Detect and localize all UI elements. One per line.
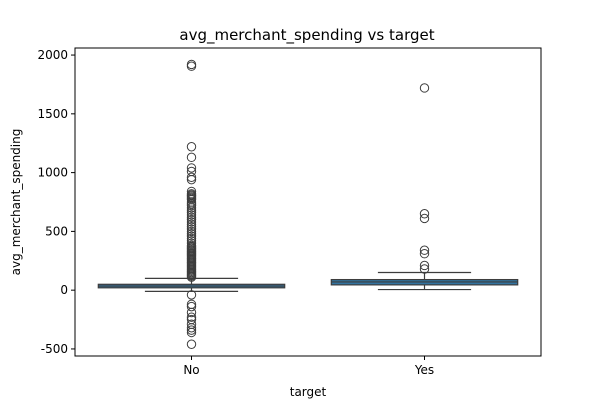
outlier-point [186,203,197,213]
outlier-point [419,260,430,271]
y-tick-label: -500 [41,342,68,356]
box-group-no [97,59,286,349]
x-axis-label: target [290,385,327,399]
x-axis: No Yes [183,356,434,377]
outlier-point [186,226,197,237]
outlier-point [419,209,430,219]
outlier-point [186,212,197,222]
outlier-point [186,301,197,312]
y-tick-label: 1500 [37,107,68,121]
outlier-point [419,264,430,274]
outlier-point [186,59,197,70]
outlier-point [186,307,197,318]
outlier-point [186,229,197,239]
outlier-point [186,152,197,163]
outlier-point [186,323,197,333]
box-group-yes [330,83,519,291]
y-tick-label: 2000 [37,48,68,62]
y-tick-label: 0 [60,283,68,297]
outlier-point [419,83,430,93]
outlier-point [186,172,197,183]
plot-area [97,59,519,349]
outlier-point [186,210,197,220]
outlier-point [186,61,197,71]
outlier-point [419,245,430,255]
x-tick-label: No [183,363,199,377]
outlier-point [186,163,197,173]
outlier-point [186,207,197,218]
outlier-point [186,325,197,335]
outlier-point [186,142,197,152]
outlier-point [186,174,197,185]
outlier-point [186,327,197,338]
outlier-point [186,312,197,322]
outlier-point [186,214,197,225]
outlier-point [186,200,197,211]
outlier-point [419,249,430,259]
plot-frame [74,47,542,357]
y-axis-label: avg_merchant_spending [9,129,23,276]
outlier-point [186,217,197,227]
y-tick-label: 500 [45,224,68,238]
outlier-point [186,231,197,241]
y-tick-label: 1000 [37,166,68,180]
y-axis: -500 0 500 1000 1500 2000 [37,48,75,356]
outlier-point [186,205,197,215]
outlier-point [186,221,197,232]
chart-title: avg_merchant_spending vs target [179,26,434,45]
outlier-point [186,339,197,349]
outlier-point [186,219,197,230]
outlier-point [186,224,197,234]
outlier-point [419,213,430,224]
x-tick-label: Yes [414,363,434,377]
outlier-point [186,290,197,300]
outlier-point [186,272,197,282]
